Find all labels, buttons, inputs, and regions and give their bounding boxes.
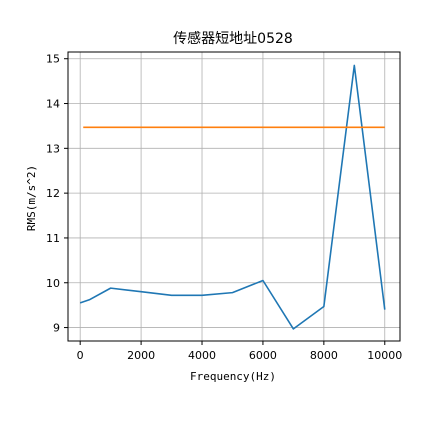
- chart-title: 传感器短地址0528: [173, 30, 293, 47]
- series-layer: [79, 64, 386, 330]
- plot-frame: [67, 51, 401, 342]
- y-tick-label: 10: [46, 277, 60, 290]
- x-tick-label: 2000: [127, 349, 155, 362]
- y-tick-label: 9: [53, 322, 60, 335]
- x-tick-label: 10000: [367, 349, 402, 362]
- series-line-0: [79, 64, 386, 330]
- y-tick-label: 13: [46, 142, 60, 155]
- y-tick-label: 14: [46, 98, 60, 111]
- x-tick-label: 8000: [310, 349, 338, 362]
- y-axis-label: RMS(m/s^2): [25, 165, 38, 231]
- x-axis-label: Frequency(Hz): [190, 370, 276, 383]
- y-tick-label: 11: [46, 232, 60, 245]
- x-tick-label: 0: [77, 349, 84, 362]
- ticks: 0 2000 4000 6000 8000 10000 9 10 11 12 13 14 15: [46, 53, 402, 362]
- y-tick-label: 15: [46, 53, 60, 66]
- x-tick-label: 6000: [249, 349, 277, 362]
- y-tick-label: 12: [46, 187, 60, 200]
- x-tick-label: 4000: [188, 349, 216, 362]
- grid: [68, 52, 400, 341]
